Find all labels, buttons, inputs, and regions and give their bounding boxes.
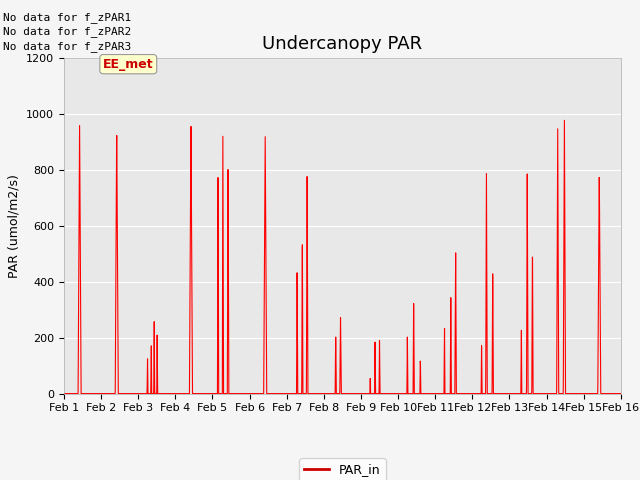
Text: EE_met: EE_met [103, 58, 154, 71]
Text: No data for f_zPAR1: No data for f_zPAR1 [3, 12, 131, 23]
Legend: PAR_in: PAR_in [299, 458, 386, 480]
Y-axis label: PAR (umol/m2/s): PAR (umol/m2/s) [8, 174, 20, 277]
Text: No data for f_zPAR2: No data for f_zPAR2 [3, 26, 131, 37]
Text: No data for f_zPAR3: No data for f_zPAR3 [3, 41, 131, 52]
Title: Undercanopy PAR: Undercanopy PAR [262, 35, 422, 53]
